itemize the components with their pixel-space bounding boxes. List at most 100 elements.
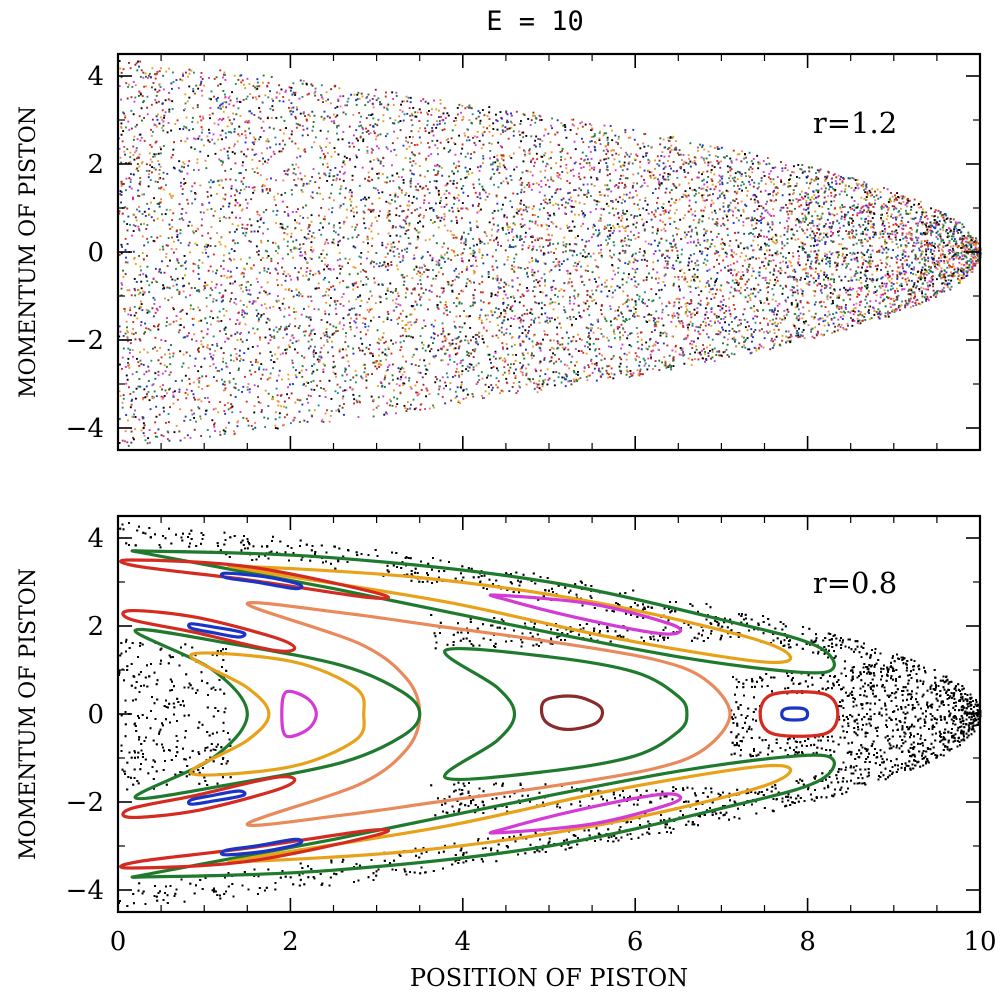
sea-point bbox=[165, 184, 167, 187]
sea-point bbox=[557, 242, 559, 245]
sea-point bbox=[233, 145, 235, 148]
sea-point bbox=[515, 234, 518, 237]
sea-point bbox=[221, 119, 223, 121]
sea-point bbox=[267, 81, 270, 84]
sea-point bbox=[621, 182, 624, 184]
sea-point bbox=[244, 312, 246, 315]
sea-point bbox=[509, 308, 512, 311]
sea-point bbox=[262, 211, 265, 214]
sea-point bbox=[597, 327, 600, 329]
sea-point bbox=[521, 352, 524, 355]
sea-point bbox=[925, 298, 928, 300]
sea-point bbox=[722, 222, 725, 225]
sea-point bbox=[386, 269, 389, 271]
sea-point bbox=[408, 335, 410, 338]
sea-point bbox=[951, 247, 954, 250]
sea-point bbox=[577, 333, 579, 336]
chaotic-sea-points-top bbox=[118, 60, 982, 447]
sea-point bbox=[165, 421, 167, 424]
sea-point bbox=[566, 224, 568, 227]
sea-point bbox=[415, 407, 418, 410]
sea-point bbox=[192, 107, 194, 110]
sea-point bbox=[425, 209, 427, 211]
sea-point bbox=[255, 98, 258, 101]
sea-point bbox=[518, 385, 521, 388]
sea-point bbox=[787, 296, 789, 299]
sea-point bbox=[721, 307, 724, 310]
sea-point bbox=[530, 159, 533, 162]
sea-point bbox=[617, 212, 620, 214]
sea-point bbox=[336, 126, 338, 129]
sea-point bbox=[579, 178, 582, 181]
sea-point bbox=[779, 272, 782, 275]
sea-point bbox=[179, 242, 182, 244]
sea-point bbox=[949, 245, 952, 248]
sea-point bbox=[219, 134, 222, 137]
sea-point bbox=[143, 348, 145, 351]
sea-point bbox=[947, 235, 949, 237]
sea-point bbox=[473, 251, 476, 254]
sea-point bbox=[660, 229, 663, 232]
sea-point bbox=[285, 352, 287, 355]
sea-point bbox=[815, 189, 818, 192]
sea-point bbox=[776, 253, 779, 255]
sea-point bbox=[283, 405, 285, 408]
sea-point bbox=[579, 122, 582, 125]
sea-point bbox=[614, 169, 617, 172]
sea-point bbox=[933, 261, 936, 264]
sea-point bbox=[881, 282, 884, 285]
sea-point bbox=[687, 231, 690, 233]
sea-point bbox=[472, 249, 475, 252]
sea-point bbox=[129, 342, 132, 345]
sea-point bbox=[598, 139, 601, 141]
sea-point bbox=[162, 129, 165, 132]
sea-point bbox=[395, 234, 398, 237]
sea-point bbox=[432, 277, 435, 280]
sea-point bbox=[697, 286, 700, 289]
sea-point bbox=[644, 133, 647, 135]
sea-point bbox=[672, 312, 675, 315]
sea-point bbox=[426, 251, 429, 253]
sea-point bbox=[545, 198, 547, 201]
sea-point bbox=[191, 121, 194, 123]
sea-point bbox=[502, 164, 505, 167]
sea-point bbox=[178, 430, 181, 433]
sea-point bbox=[891, 303, 894, 306]
sea-point bbox=[681, 322, 684, 324]
sea-point bbox=[145, 327, 148, 330]
sea-point bbox=[802, 243, 805, 246]
sea-point bbox=[162, 284, 165, 287]
sea-point bbox=[720, 176, 722, 178]
sea-point bbox=[486, 345, 489, 348]
sea-point bbox=[271, 395, 274, 398]
sea-point bbox=[139, 60, 142, 63]
sea-point bbox=[307, 295, 310, 298]
sea-point bbox=[399, 109, 402, 111]
sea-point bbox=[801, 247, 804, 249]
sea-point bbox=[149, 441, 151, 444]
sea-point bbox=[360, 124, 362, 127]
sea-point bbox=[290, 102, 293, 105]
sea-point bbox=[331, 333, 334, 336]
sea-point bbox=[634, 301, 637, 304]
sea-point bbox=[361, 126, 364, 129]
sea-point bbox=[339, 386, 342, 389]
sea-point bbox=[264, 426, 267, 428]
sea-point bbox=[140, 269, 142, 272]
sea-point bbox=[605, 158, 608, 160]
sea-point bbox=[729, 240, 732, 242]
sea-point bbox=[443, 205, 446, 208]
sea-point bbox=[493, 210, 496, 212]
sea-point bbox=[121, 356, 124, 359]
sea-point bbox=[768, 172, 771, 175]
sea-point bbox=[693, 273, 696, 276]
sea-point bbox=[706, 170, 709, 173]
sea-point bbox=[840, 210, 843, 213]
sea-point bbox=[841, 204, 844, 206]
sea-point bbox=[563, 289, 566, 292]
sea-point bbox=[547, 214, 550, 217]
sea-point bbox=[322, 278, 325, 281]
sea-point bbox=[239, 172, 242, 174]
sea-point bbox=[908, 279, 910, 282]
sea-point bbox=[478, 251, 481, 254]
